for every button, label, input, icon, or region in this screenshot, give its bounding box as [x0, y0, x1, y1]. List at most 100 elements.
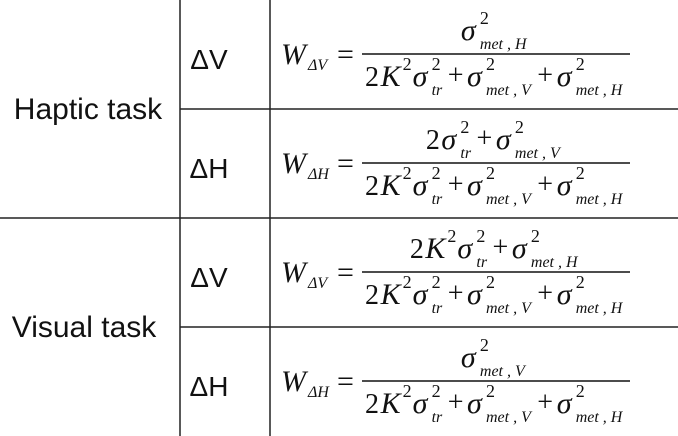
formula-token: met , H — [480, 36, 528, 53]
formula-token: + — [477, 123, 493, 154]
weight-subscript: ΔV — [307, 275, 329, 292]
formula-token: + — [537, 169, 553, 200]
formula-token: σ — [557, 278, 573, 311]
formula-token: σ — [441, 123, 457, 156]
formula-token: 2 — [365, 62, 379, 93]
formula-token: σ — [413, 169, 429, 202]
formula-token: 2 — [576, 163, 585, 183]
equals-sign: = — [337, 38, 354, 71]
formula-token: + — [448, 278, 464, 309]
formula-token: tr — [476, 254, 487, 271]
group-label-haptic: Haptic task — [14, 93, 163, 126]
formula-token: met , H — [576, 191, 624, 208]
formula-token: σ — [512, 232, 528, 265]
formula-token: 2 — [365, 389, 379, 420]
numerator: σ 2 met , V — [461, 335, 527, 380]
formula-token: met , H — [576, 300, 624, 317]
formula-token: 2 — [365, 171, 379, 202]
formula-token: K — [380, 169, 403, 202]
formula-token: 2 — [460, 117, 469, 137]
formula-token: + — [448, 169, 464, 200]
formula-token: 2 — [576, 54, 585, 74]
formula-token: 2 — [486, 163, 495, 183]
formula-token: σ — [496, 123, 512, 156]
formula-token: 2 — [403, 381, 412, 401]
formula-token: σ — [557, 60, 573, 93]
formula-token: met , V — [486, 191, 533, 208]
formula-token: tr — [432, 82, 443, 99]
formula-token: 2 — [486, 272, 495, 292]
formula-token: met , H — [576, 409, 624, 426]
condition-label: ΔV — [190, 44, 228, 75]
weight-subscript: ΔH — [307, 384, 330, 401]
formula-token: + — [448, 387, 464, 418]
formula-token: 2 — [476, 226, 485, 246]
formula-token: σ — [467, 387, 483, 420]
equals-sign: = — [337, 365, 354, 398]
formula-token: met , V — [486, 409, 533, 426]
formula-token: 2 — [447, 226, 456, 246]
formula-token: 2 — [403, 163, 412, 183]
weight-subscript: ΔV — [307, 57, 329, 74]
formula-token: tr — [432, 191, 443, 208]
formula-token: K — [380, 278, 403, 311]
formula-token: σ — [413, 278, 429, 311]
formula-token: σ — [461, 14, 477, 47]
formula-token: σ — [467, 278, 483, 311]
condition-label: ΔV — [190, 262, 228, 293]
formula-token: 2 — [432, 272, 441, 292]
weight-subscript: ΔH — [307, 166, 330, 183]
formula-token: tr — [460, 145, 471, 162]
formula-token: + — [448, 60, 464, 91]
formula-token: K — [380, 387, 403, 420]
formula-token: 2 — [576, 381, 585, 401]
condition-label: ΔH — [190, 153, 229, 184]
formula-token: + — [537, 278, 553, 309]
formula-token: σ — [557, 387, 573, 420]
formula-token: met , H — [531, 254, 579, 271]
weight-symbol: W — [281, 256, 309, 289]
formula-token: 2 — [432, 381, 441, 401]
formula-token: tr — [432, 300, 443, 317]
formula-token: 2 — [486, 381, 495, 401]
formula-token: σ — [467, 60, 483, 93]
weight-symbol: W — [281, 365, 309, 398]
formula-token: 2 — [486, 54, 495, 74]
formula-token: 2 — [515, 117, 524, 137]
formula-token: 2 — [410, 234, 424, 265]
formula-token: + — [537, 60, 553, 91]
equals-sign: = — [337, 256, 354, 289]
formula-token: met , V — [480, 363, 527, 380]
formula-token: tr — [432, 409, 443, 426]
formula-token: σ — [413, 387, 429, 420]
formula-token: 2 — [365, 280, 379, 311]
formula-token: 2 — [480, 8, 489, 28]
formula-token: 2 — [480, 335, 489, 355]
formula-token: met , V — [515, 145, 562, 162]
formula-token: σ — [557, 169, 573, 202]
formula-token: σ — [467, 169, 483, 202]
equals-sign: = — [337, 147, 354, 180]
numerator: σ 2 met , H — [461, 8, 528, 53]
formula-token: 2 — [432, 163, 441, 183]
weight-symbol: W — [281, 147, 309, 180]
group-label-visual: Visual task — [12, 311, 158, 344]
formula-token: K — [424, 232, 447, 265]
formula-token: met , H — [576, 82, 624, 99]
formula-token: σ — [457, 232, 473, 265]
formula-token: K — [380, 60, 403, 93]
formula-token: met , V — [486, 82, 533, 99]
formula-token: 2 — [426, 125, 440, 156]
formula-token: 2 — [531, 226, 540, 246]
formula-token: + — [493, 232, 509, 263]
formula-token: 2 — [576, 272, 585, 292]
